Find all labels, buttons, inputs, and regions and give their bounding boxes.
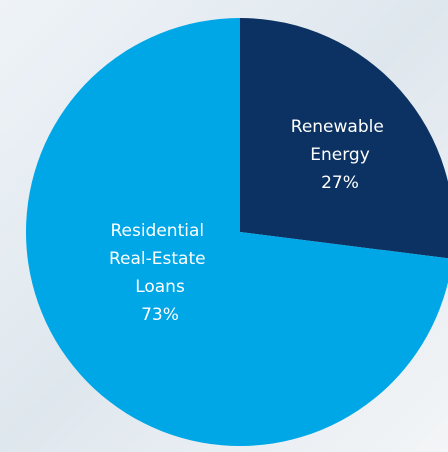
pie: Renewable Energy 27% Residential Real-Esta… [26, 18, 448, 446]
slice-value-label: 27% [321, 173, 359, 193]
slice-value-label: 73% [141, 305, 179, 325]
slice-label: Renewable Energy [291, 117, 389, 165]
pie-slice [240, 18, 448, 259]
slice-label: Residential Real-Estate Loans [109, 221, 211, 297]
pie-slice [26, 18, 448, 446]
